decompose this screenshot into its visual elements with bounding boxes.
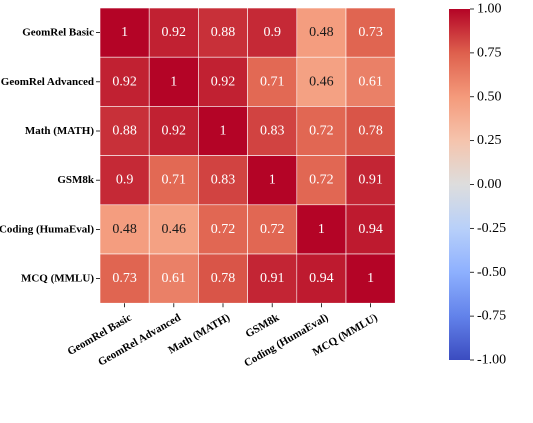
cell-value-label: 0.92 [162, 124, 187, 139]
colorbar-tick-label: -0.25 [477, 221, 506, 236]
cell-value-label: 0.91 [358, 173, 383, 188]
cell-value-label: 1 [367, 271, 374, 286]
cell-value-label: 0.72 [260, 222, 285, 237]
cell-value-label: 0.71 [260, 74, 285, 89]
heatmap-cell [296, 204, 347, 255]
cell-value-label: 1 [318, 222, 325, 237]
heatmap-cell [247, 204, 298, 255]
cell-value-label: 0.72 [309, 124, 334, 139]
colorbar-tick-label: 0.75 [477, 45, 502, 60]
heatmap-cell [345, 253, 396, 304]
cell-value-label: 0.72 [309, 173, 334, 188]
cell-value-label: 0.61 [358, 74, 383, 89]
cell-value-label: 0.92 [211, 74, 236, 89]
heatmap-cell [345, 155, 396, 206]
heatmap-cells: 1 0.92 0.88 0.9 0.48 0.73 0.92 1 0.92 0.71 0.46 0.6… [99, 7, 396, 304]
heatmap-cell [148, 155, 199, 206]
column-label: Coding (HumaEval) [242, 311, 331, 369]
colorbar-tick-label: 1.00 [477, 2, 502, 17]
cell-value-label: 0.88 [211, 25, 236, 40]
heatmap-cell [99, 155, 150, 206]
heatmap-cell [99, 253, 150, 304]
cell-value-label: 0.73 [358, 25, 383, 40]
cell-value-label: 0.71 [162, 173, 187, 188]
heatmap-cell [148, 56, 199, 107]
cell-value-label: 1 [121, 25, 128, 40]
heatmap-cell [198, 204, 248, 255]
cell-value-label: 0.83 [260, 124, 285, 139]
heatmap-cell [345, 7, 396, 58]
row-label: GSM8k [57, 174, 95, 186]
heatmap-cell [247, 7, 298, 58]
heatmap-cell [247, 106, 298, 156]
heatmap-cell [345, 56, 396, 107]
row-label: GeomRel Basic [22, 27, 94, 39]
cell-value-label: 0.92 [112, 74, 137, 89]
row-label: Coding (HumaEval) [0, 223, 94, 235]
row-labels: GeomRel Basic GeomRel Advanced Math (MATH)… [0, 27, 100, 285]
colorbar-ticks: 1.00 0.75 0.50 0.25 0.00 -0.25 -0.50 -0.75 -1.00 [470, 2, 506, 368]
cell-value-label: 0.78 [211, 271, 236, 286]
colorbar-tick-label: 0.50 [477, 89, 502, 104]
cell-value-label: 1 [170, 74, 177, 89]
row-label: Math (MATH) [25, 125, 94, 137]
cell-value-label: 0.9 [116, 173, 134, 188]
heatmap-cell [296, 253, 347, 304]
cell-value-label: 0.46 [309, 74, 334, 89]
colorbar-tick-label: -0.75 [477, 309, 506, 324]
colorbar-tick-label: 0.25 [477, 133, 502, 148]
heatmap-cell [148, 106, 199, 156]
cell-value-label: 0.73 [112, 271, 137, 286]
cell-value-label: 0.88 [112, 124, 137, 139]
cell-value-label: 1 [220, 124, 227, 139]
row-label: GeomRel Advanced [1, 76, 94, 88]
cell-value-label: 0.92 [162, 25, 187, 40]
heatmap-cell [99, 106, 150, 156]
cell-value-label: 0.94 [358, 222, 383, 237]
colorbar [449, 9, 470, 360]
cell-value-label: 0.48 [112, 222, 137, 237]
heatmap-cell [198, 155, 248, 206]
cell-value-label: 0.48 [309, 25, 334, 40]
colorbar-tick-label: -0.50 [477, 265, 506, 280]
heatmap-cell [148, 7, 199, 58]
heatmap-cell [345, 204, 396, 255]
heatmap-cell [296, 155, 347, 206]
heatmap-cell [198, 7, 248, 58]
colorbar-tick-label: 0.00 [477, 177, 502, 192]
row-label: MCQ (MMLU) [21, 273, 94, 285]
cell-value-label: 0.91 [260, 271, 285, 286]
heatmap-cell [296, 7, 347, 58]
cell-value-label: 0.9 [263, 25, 281, 40]
cell-value-label: 0.78 [358, 124, 383, 139]
heatmap-cell [345, 106, 396, 156]
cell-value-label: 1 [269, 173, 276, 188]
cell-value-label: 0.83 [211, 173, 236, 188]
column-label: GeomRel Advanced [96, 312, 183, 369]
cell-value-label: 0.46 [162, 222, 187, 237]
cell-value-label: 0.94 [309, 271, 334, 286]
column-label: GSM8k [244, 311, 283, 340]
heatmap-cell [296, 106, 347, 156]
heatmap-cell [247, 56, 298, 107]
cell-value-label: 0.72 [211, 222, 236, 237]
heatmap-cell [99, 204, 150, 255]
cell-value-label: 0.61 [162, 271, 187, 286]
heatmap-cell [99, 7, 150, 58]
colorbar-tick-label: -1.00 [477, 353, 506, 368]
heatmap-cell [247, 155, 298, 206]
